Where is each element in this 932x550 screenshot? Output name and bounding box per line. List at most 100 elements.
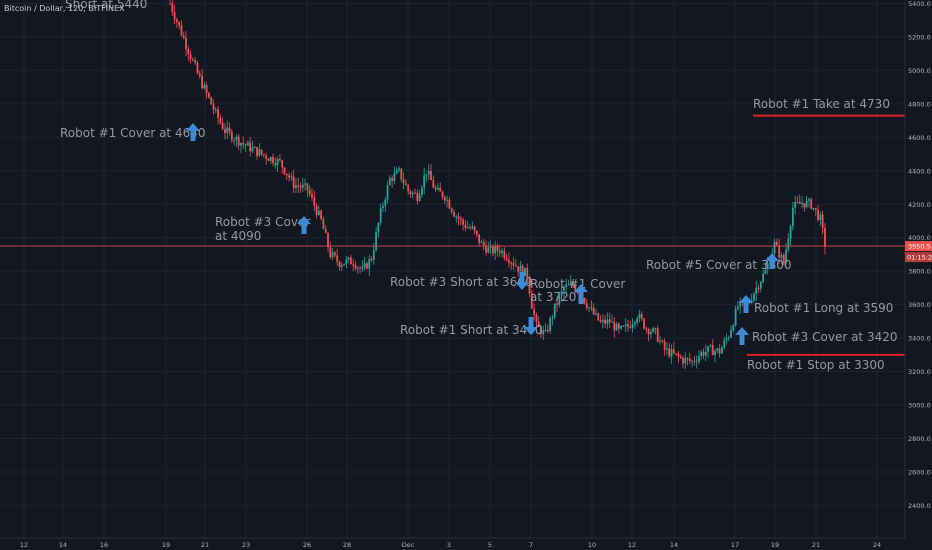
- candle-body: [659, 340, 661, 342]
- candle-body: [604, 319, 606, 324]
- candle-body: [684, 358, 687, 364]
- candle-body: [262, 154, 265, 156]
- candle-body: [592, 307, 595, 315]
- candle-body: [311, 193, 313, 198]
- candle-body: [688, 358, 691, 362]
- candle-body: [400, 168, 403, 180]
- y-tick-label: 3600.0: [908, 301, 931, 309]
- y-axis[interactable]: 2400.0 2600.0 2800.0 3000.0 3200.0 3400.0 3600…: [904, 0, 932, 550]
- arrow-up-icon: [765, 253, 779, 269]
- candle-body: [608, 319, 611, 323]
- candle-body: [542, 330, 545, 335]
- levels: Robot #1 Take at 4730 Robot #1 Stop at 33…: [0, 97, 907, 372]
- candle-body: [288, 175, 290, 178]
- candle-body: [663, 341, 666, 350]
- candle-body: [805, 200, 808, 208]
- x-tick-label: 23: [242, 541, 250, 549]
- candle-body: [505, 257, 508, 260]
- candle-body: [519, 265, 522, 272]
- candle-body: [556, 303, 558, 305]
- candle-body: [553, 303, 556, 318]
- candle-body: [343, 263, 345, 266]
- candle-body: [418, 194, 421, 201]
- candle-body: [576, 291, 579, 294]
- candle-body: [645, 328, 648, 330]
- y-tick-label: 4200.0: [908, 201, 931, 209]
- candle-body: [267, 158, 270, 161]
- candle-body: [469, 227, 471, 229]
- x-tick-label: 24: [873, 541, 881, 549]
- candle-body: [384, 199, 387, 206]
- candle-body: [462, 219, 465, 225]
- candle-body: [178, 21, 181, 26]
- candle-body: [485, 246, 487, 253]
- candle-body: [299, 186, 302, 188]
- candle-body: [622, 325, 625, 327]
- candle-body: [824, 227, 826, 247]
- candle-body: [569, 282, 572, 285]
- candle-body: [317, 210, 320, 215]
- candle-body: [404, 183, 407, 186]
- candle-body: [521, 265, 524, 277]
- candle-body: [382, 205, 384, 208]
- candle-body: [185, 38, 187, 50]
- x-tick-label: 10: [588, 541, 596, 549]
- x-tick-label: 17: [731, 541, 739, 549]
- candle-body: [714, 350, 716, 356]
- candle-body: [599, 320, 602, 322]
- arrow-up-icon: [739, 295, 753, 313]
- candle-body: [258, 149, 261, 156]
- candle-body: [411, 192, 414, 195]
- candle-body: [775, 242, 778, 246]
- y-tick-label: 4800.0: [908, 100, 931, 108]
- x-tick-label: 16: [100, 541, 108, 549]
- y-tick-label: 4400.0: [908, 167, 931, 175]
- candle-body: [613, 321, 616, 331]
- candle-body: [810, 199, 813, 209]
- annotation-label: Robot #1 Short at 3400: [400, 323, 543, 337]
- annotation-label: Robot #5 Cover at 3800: [646, 258, 792, 272]
- candle-body: [718, 348, 721, 354]
- annotation-label: Robot #1 Long at 3590: [754, 301, 893, 315]
- candle-body: [517, 266, 519, 272]
- candle-body: [652, 328, 655, 333]
- current-price-tag: [905, 241, 932, 252]
- candle-body: [709, 345, 712, 347]
- candle-body: [501, 250, 503, 253]
- annotation-label: Short at 5440: [65, 0, 147, 11]
- candle-body: [482, 242, 485, 247]
- candle-body: [759, 282, 762, 289]
- candle-body: [814, 207, 817, 210]
- candle-body: [350, 257, 352, 265]
- candle-body: [821, 214, 824, 228]
- candle-body: [272, 157, 274, 164]
- candle-body: [757, 287, 760, 289]
- annotation-label: Robot #3 Cover at 3420: [752, 330, 898, 344]
- arrow-up-icon: [297, 216, 311, 234]
- candle-body: [617, 324, 620, 329]
- candle-body: [313, 197, 316, 206]
- candle-body: [269, 157, 272, 161]
- candle-body: [340, 265, 343, 267]
- candle-body: [260, 149, 263, 155]
- annotation-label: Robot #3 Short at 3660: [390, 275, 533, 289]
- candle-body: [171, 3, 174, 12]
- arrow-up-icon: [186, 123, 200, 141]
- candle-body: [471, 226, 474, 229]
- candle-body: [345, 259, 348, 264]
- x-axis[interactable]: 12 14 16 19 21 23 26 28 Dec 3 5 7 10 12 14 17 19 21 24: [0, 537, 932, 550]
- candle-body: [443, 197, 446, 201]
- candle-body: [508, 259, 510, 263]
- grid: [0, 0, 905, 538]
- candle-body: [352, 264, 355, 266]
- candle-body: [528, 277, 531, 294]
- candle-body: [368, 258, 371, 269]
- candle-body: [228, 127, 231, 132]
- candle-body: [304, 183, 307, 185]
- candle-body: [615, 324, 618, 331]
- candle-body: [208, 92, 210, 98]
- candle-body: [370, 258, 373, 261]
- candle-body: [510, 262, 513, 264]
